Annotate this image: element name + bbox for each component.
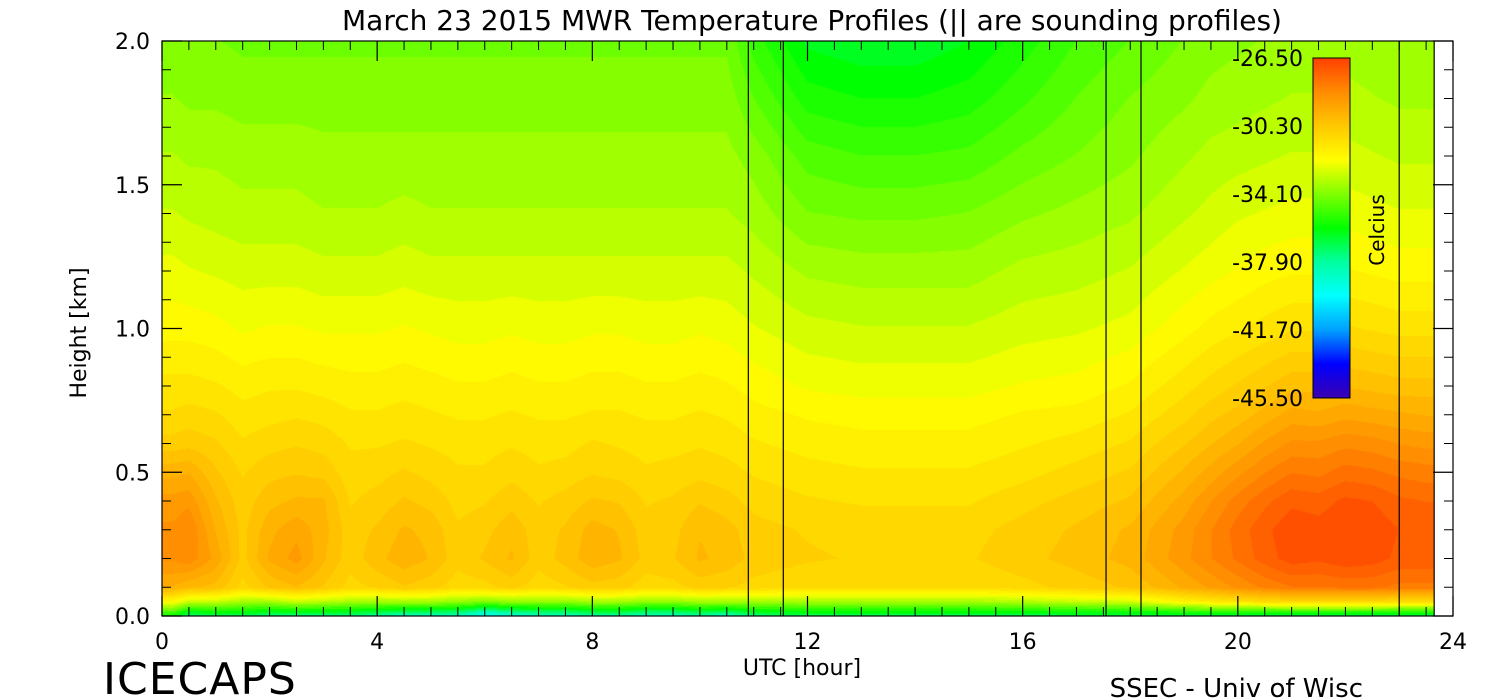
heatmap-image (162, 41, 1434, 616)
y-tick-label: 0.5 (115, 461, 150, 486)
x-tick-label: 0 (155, 630, 169, 655)
y-tick-label: 1.0 (115, 318, 150, 343)
y-tick-label: 1.5 (115, 174, 150, 199)
x-tick-label: 8 (585, 630, 599, 655)
colorbar (1312, 57, 1351, 399)
x-tick-label: 12 (794, 630, 822, 655)
colorbar-tick-label: -41.70 (1232, 319, 1303, 344)
x-tick-label: 20 (1224, 630, 1252, 655)
colorbar-tick-label: -37.90 (1232, 251, 1303, 276)
x-tick-label: 4 (370, 630, 384, 655)
y-axis-label: Height [km] (67, 267, 92, 398)
y-tick-label: 2.0 (115, 30, 150, 55)
x-axis-ticks: 0 4 8 12 16 20 24 (155, 41, 1467, 655)
ssec-label: SSEC - Univ of Wisc (1110, 674, 1363, 700)
colorbar-tick-label: -26.50 (1232, 47, 1303, 72)
x-tick-label: 24 (1439, 630, 1467, 655)
x-tick-label: 16 (1009, 630, 1037, 655)
y-axis-ticks: 0.0 0.5 1.0 1.5 2.0 (115, 30, 1453, 630)
colorbar-tick-label: -34.10 (1232, 183, 1303, 208)
colorbar-ticks: -26.50 -30.30 -34.10 -37.90 -41.70 -45.50 (1232, 47, 1303, 412)
x-axis-label: UTC [hour] (743, 656, 861, 681)
colorbar-tick-label: -30.30 (1232, 115, 1303, 140)
colorbar-label: Celcius (1365, 194, 1389, 265)
colorbar-tick-label: -45.50 (1232, 387, 1303, 412)
y-tick-label: 0.0 (115, 605, 150, 630)
chart-title: March 23 2015 MWR Temperature Profiles (… (342, 4, 1282, 37)
icecaps-label: ICECAPS (103, 654, 297, 700)
